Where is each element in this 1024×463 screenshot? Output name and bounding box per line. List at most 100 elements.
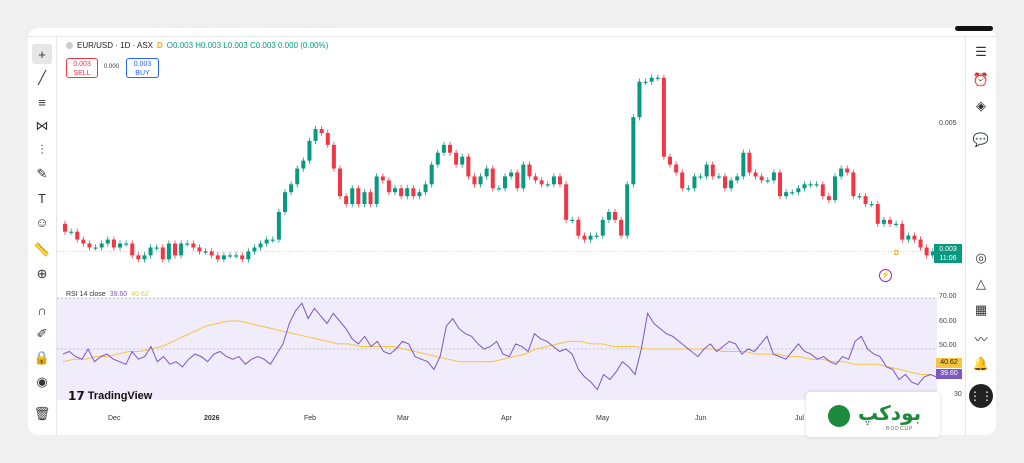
ruler-icon[interactable]: 📏 [33,242,51,257]
candle [619,219,624,236]
chat-icon[interactable]: 💬 [972,132,990,147]
emoji-icon[interactable]: ☺ [35,214,49,230]
zoom-in-icon[interactable]: ⊕ [36,266,48,281]
top-right-pill[interactable] [955,26,993,31]
candle [240,255,245,260]
candle [631,117,636,185]
sell-label: SELL [73,70,91,77]
candle [331,144,336,169]
eye-icon[interactable]: ◉ [36,374,48,389]
bell-icon[interactable]: 🔔 [972,356,990,371]
trash-icon[interactable]: 🗑 [33,406,51,421]
candle [276,211,281,240]
dividend-marker[interactable]: D [894,250,900,257]
candle [576,219,581,236]
sell-button[interactable]: 0.003 SELL [66,58,98,78]
buy-label: BUY [135,70,150,77]
candle [496,188,501,190]
candle [148,247,153,256]
candle [570,219,575,222]
magnet-icon[interactable]: ∩ [37,302,47,318]
candle [246,251,251,260]
text-icon[interactable]: T [38,190,46,206]
layers-icon[interactable]: ◈ [976,98,986,113]
candle [374,176,379,205]
flash-icon[interactable]: ⚡ [879,269,892,282]
candle [674,164,679,173]
broadcast-icon[interactable]: 〰 [974,331,988,347]
lock-icon[interactable]: 🔒 [33,350,51,365]
candle [441,144,446,153]
date-label-mar: Mar [397,415,410,422]
candle [759,176,764,181]
candle [930,251,935,256]
spread-value: 0.000 [104,64,120,70]
calendar-icon[interactable]: ▦ [974,302,988,317]
candle [130,243,135,256]
symbol-legend[interactable]: EUR/USD · 1D · ASX D O0.003 H0.003 L0.00… [66,41,328,50]
candle [362,192,367,205]
crosshair-icon[interactable]: + [32,44,52,64]
candle [735,176,740,181]
date-label-jul: Jul [795,415,804,422]
price-chart[interactable] [57,36,965,291]
watchlist-icon[interactable]: ☰ [975,44,987,59]
candle [741,152,746,177]
candle [221,255,226,260]
candle [338,168,342,197]
sell-price: 0.003 [73,61,91,68]
candle [582,235,587,240]
candle [625,184,630,236]
current-price-tag: 0.003 11:06 [934,244,962,263]
horizontal-lines-icon[interactable]: ≡ [38,94,46,110]
candle [594,235,599,237]
candle [191,243,196,248]
candle [325,133,330,145]
candle [698,176,703,178]
candle [289,184,294,193]
alarm-clock-icon[interactable]: ⏰ [972,72,990,87]
candle [472,176,477,185]
candle [661,77,666,157]
candle [784,192,789,197]
candle [906,235,911,240]
rsi-level-70: 70.00 [939,293,957,300]
triangle-icon[interactable]: △ [976,276,986,291]
rsi-level-30-partial: 30 [954,391,962,398]
candle [539,180,544,185]
ohlc-values: O0.003 H0.003 L0.003 C0.003 0.000 (0.00%… [166,41,329,50]
symbol-title: EUR/USD · 1D · ASX [77,41,154,50]
apps-grid-icon[interactable]: ⋮⋮ [969,384,993,408]
candle [185,243,190,245]
candle [264,239,269,244]
buy-button[interactable]: 0.003 BUY [126,58,159,78]
pitchfork-icon[interactable]: ⋈ [35,118,49,133]
bar-countdown: 11:06 [939,255,957,262]
candle [435,152,440,165]
candle [124,243,129,245]
rsi-ma-line [62,320,932,375]
rsi-legend[interactable]: RSI 14 close 39.60 40.62 [66,291,149,298]
d-badge: D [157,41,163,50]
candle [692,176,697,189]
pencil-lock-icon[interactable]: ✐ [36,326,48,341]
watermark-sub: BODCUP [886,426,914,432]
candle [454,152,459,165]
fib-icon[interactable]: ⫶ [40,142,44,157]
target-icon[interactable]: ◎ [975,250,987,265]
candle [924,247,929,256]
candle [429,164,434,185]
brush-icon[interactable]: ✎ [36,166,48,181]
candle [319,129,324,133]
candle [386,180,391,193]
left-drawing-toolbar: + ╱ ≡ ⋈ ⫶ ✎ T ☺ 📏 ⊕ ∩ ✐ 🔒 ◉ 🗑 [28,36,57,435]
trendline-icon[interactable]: ╱ [38,70,46,85]
candle [918,239,923,248]
rsi-legend-ma: 40.62 [131,291,149,298]
rsi-pane[interactable] [57,291,965,403]
candle [845,168,850,173]
candle [215,255,220,260]
candle [87,243,92,248]
candle [399,188,404,197]
candle [417,192,422,197]
